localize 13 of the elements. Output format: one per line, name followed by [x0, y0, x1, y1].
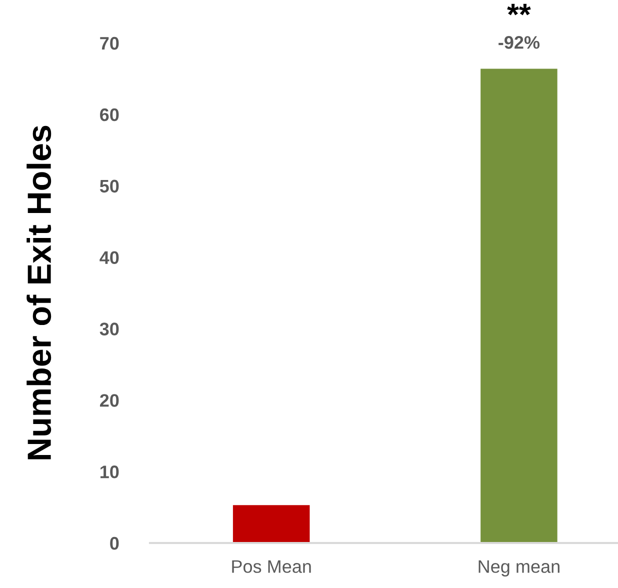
y-tick-label: 70 [100, 36, 119, 50]
y-tick-label: 10 [100, 466, 119, 478]
y-tick-label: 0 [110, 536, 119, 550]
y-tick-label: 30 [100, 322, 119, 336]
x-tick-label: Neg mean [478, 560, 560, 576]
y-tick-label: 50 [100, 180, 119, 193]
y-tick-label: 40 [100, 251, 119, 264]
annotation: -92% [498, 36, 540, 49]
y-tick-label: 60 [100, 108, 119, 122]
y-axis-title: Number of Exit Holes [26, 126, 52, 460]
y-tick-label: 20 [100, 394, 119, 407]
text: ** [507, 4, 531, 16]
x-tick-label: Pos Mean [232, 560, 311, 573]
